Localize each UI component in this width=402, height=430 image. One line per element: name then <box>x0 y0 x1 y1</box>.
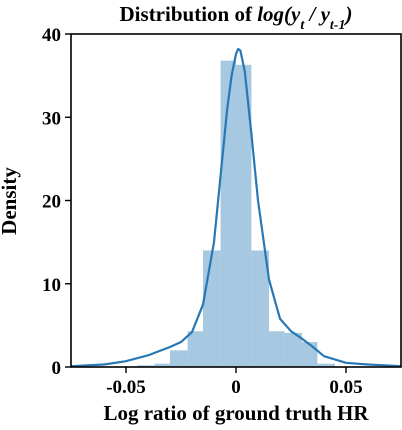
chart-title: Distribution of log(yt / yt-1) <box>120 2 353 33</box>
x-axis-label: Log ratio of ground truth HR <box>103 401 369 425</box>
y-axis-label: Density <box>0 167 21 235</box>
chart-title-sub1: t <box>300 18 305 33</box>
chart-title-prefix: Distribution of <box>120 2 258 26</box>
histogram-bar-9 <box>284 332 302 367</box>
x-tick-label-2: 0.05 <box>329 377 362 398</box>
histogram-bar-0 <box>137 365 155 367</box>
chart-title-mid: / y <box>304 2 330 26</box>
histogram-bar-6 <box>236 64 252 368</box>
y-tick-label-4: 40 <box>42 25 61 46</box>
x-tick-label-1: 0 <box>231 377 241 398</box>
histogram-bar-11 <box>317 363 335 367</box>
histogram-bar-2 <box>170 350 188 367</box>
histogram-bar-8 <box>269 331 285 367</box>
x-tick-label-0: -0.05 <box>106 377 146 398</box>
y-tick-label-0: 0 <box>52 358 62 379</box>
y-tick-label-2: 20 <box>42 192 61 213</box>
y-tick-label-3: 30 <box>42 108 61 129</box>
histogram-bar-1 <box>154 363 170 367</box>
chart-title-expr: log(y <box>257 2 301 26</box>
histogram-bar-4 <box>203 250 221 367</box>
histogram-bar-3 <box>187 331 203 367</box>
histogram-bar-7 <box>251 250 269 367</box>
histogram-bars <box>137 60 335 368</box>
y-axis-ticks: 0 10 20 30 40 <box>42 25 71 379</box>
plot-frame <box>70 33 402 368</box>
y-tick-label-1: 10 <box>42 275 61 296</box>
x-axis-ticks: -0.05 0 0.05 <box>106 367 363 398</box>
kde-line <box>70 47 402 368</box>
chart-title-suffix: ) <box>343 2 352 26</box>
chart-title-sub2: t-1 <box>330 18 346 33</box>
